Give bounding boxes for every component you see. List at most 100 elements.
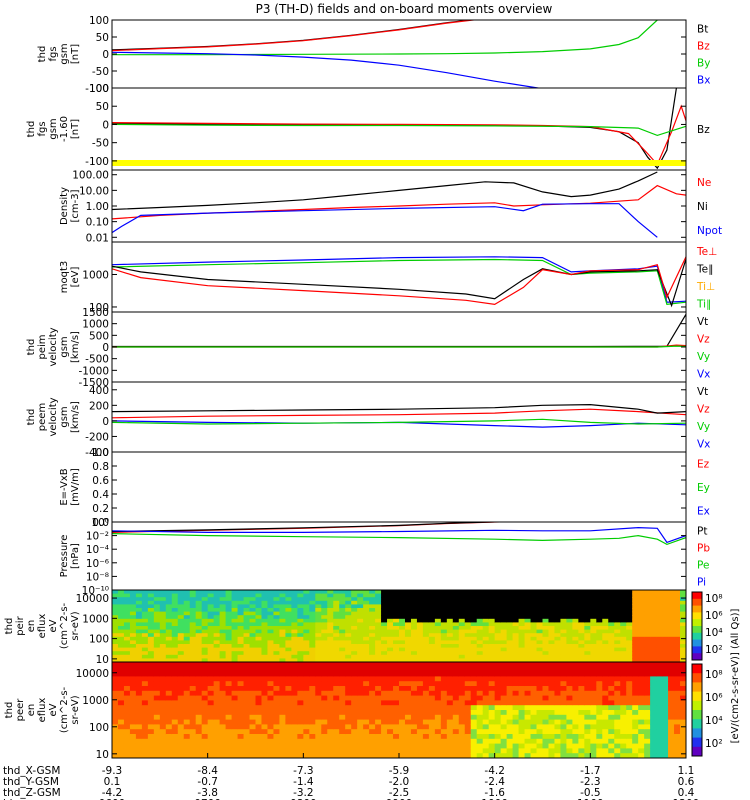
spectrogram-cell — [345, 738, 352, 745]
spectrogram-cell — [626, 640, 633, 645]
spectrogram-cell — [261, 658, 269, 662]
spectrogram-cell — [548, 640, 556, 645]
spectrogram-cell — [129, 681, 137, 687]
spectrogram-cell — [141, 695, 149, 701]
spectrogram-cell — [608, 600, 615, 605]
spectrogram-cell — [488, 611, 496, 616]
spectrogram-cell — [470, 618, 478, 623]
spectrogram-cell — [339, 611, 346, 616]
spectrogram-cell — [590, 654, 597, 659]
spectrogram-cell — [231, 700, 239, 706]
spectrogram-cell — [333, 597, 340, 602]
spectrogram-cell — [614, 714, 621, 721]
spectrogram-cell — [279, 686, 286, 692]
spectrogram-cell — [554, 644, 562, 649]
y-tick-label: 10⁻² — [86, 531, 109, 543]
spectrogram-cell — [351, 714, 358, 721]
spectrogram-cell — [602, 686, 609, 692]
colorbar-segment — [692, 682, 702, 693]
spectrogram-cell — [536, 695, 544, 701]
spectrogram-cell — [566, 658, 573, 662]
spectrogram-cell — [255, 640, 263, 645]
spectrogram-cell — [434, 662, 442, 668]
spectrogram-cell — [339, 644, 346, 649]
spectrogram-cell — [375, 600, 382, 605]
spectrogram-cell — [440, 705, 448, 711]
colorbar-tick-label: 10⁴ — [705, 715, 723, 727]
spectrogram-cell — [213, 633, 221, 638]
spectrogram-cell — [135, 729, 143, 735]
spectrogram-cell — [488, 724, 496, 730]
spectrogram-cell — [662, 671, 669, 677]
spectrogram-cell — [393, 615, 400, 620]
spectrogram-cell — [285, 658, 292, 662]
spectrogram-cell — [345, 662, 352, 668]
spectrogram-cell — [620, 600, 627, 605]
spectrogram-cell — [357, 600, 364, 605]
spectrogram-cell — [195, 618, 203, 623]
spectrogram-cell — [231, 714, 239, 721]
spectrogram-cell — [410, 611, 418, 616]
spectrogram-cell — [315, 640, 322, 645]
spectrogram-cell — [261, 686, 269, 692]
spectrogram-cell — [470, 658, 478, 662]
spectrogram-cell — [536, 611, 544, 616]
spectrogram-cell — [213, 662, 221, 668]
spectrogram-cell — [524, 724, 532, 730]
spectrogram-cell — [548, 611, 556, 616]
spectrogram-cell — [416, 686, 424, 692]
spectrogram-cell — [237, 690, 245, 697]
spectrogram-cell — [596, 748, 603, 754]
spectrogram-cell — [165, 662, 173, 668]
spectrogram-cell — [680, 622, 686, 627]
spectrogram-cell — [512, 618, 520, 623]
spectrogram-cell — [177, 600, 185, 605]
spectrogram-cell — [536, 734, 544, 740]
spectrogram-cell — [440, 608, 448, 613]
spectrogram-cell — [416, 626, 424, 631]
spectrogram-cell — [584, 676, 591, 682]
spectrogram-cell — [608, 738, 615, 745]
spectrogram-cell — [207, 719, 215, 725]
spectrogram-cell — [650, 686, 657, 692]
spectrogram-cell — [303, 734, 310, 740]
spectrogram-cell — [524, 636, 532, 641]
spectrogram-cell — [135, 671, 143, 677]
spectrogram-cell — [375, 651, 382, 656]
spectrogram-cell — [201, 593, 209, 598]
legend-Bx: Bx — [697, 75, 710, 87]
spectrogram-cell — [321, 590, 328, 595]
spectrogram-cell — [147, 618, 155, 623]
spectrogram-cell — [638, 748, 645, 754]
spectrogram-cell — [614, 729, 621, 735]
series-fgs_ssl-By — [112, 123, 686, 137]
spectrogram-cell — [512, 658, 520, 662]
spectrogram-cell — [656, 695, 663, 701]
spectrogram-cell — [267, 734, 275, 740]
spectrogram-cell — [393, 597, 400, 602]
spectrogram-cell — [650, 671, 657, 677]
spectrogram-cell — [662, 615, 669, 620]
spectrogram-peer_spectrogram — [112, 662, 686, 758]
spectrogram-cell — [590, 676, 597, 682]
spectrogram-cell — [572, 597, 579, 602]
spectrogram-cell — [626, 710, 633, 716]
spectrogram-cell — [470, 654, 478, 659]
spectrogram-cell — [536, 658, 544, 662]
spectrogram-cell — [207, 654, 215, 659]
spectrogram-cell — [291, 676, 298, 682]
spectrogram-cell — [620, 753, 627, 758]
spectrogram-cell — [291, 662, 298, 668]
spectrogram-cell — [189, 676, 197, 682]
spectrogram-cell — [608, 608, 615, 613]
spectrogram-cell — [674, 676, 681, 682]
spectrogram-cell — [602, 710, 609, 716]
spectrogram-cell — [333, 622, 340, 627]
spectrogram-cell — [189, 629, 197, 634]
spectrogram-cell — [339, 622, 346, 627]
spectrogram-cell — [321, 695, 328, 701]
spectrogram-cell — [207, 666, 215, 673]
spectrogram-cell — [213, 597, 221, 602]
spectrogram-cell — [141, 743, 149, 749]
spectrogram-cell — [267, 705, 275, 711]
